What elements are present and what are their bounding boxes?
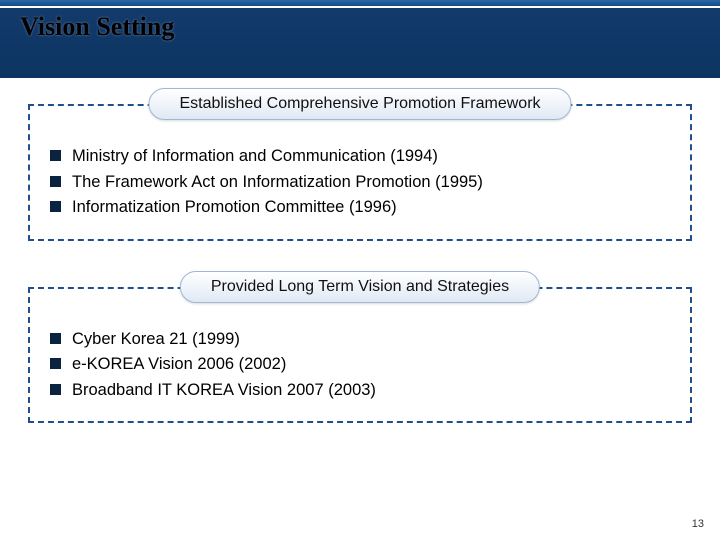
- slide-title: Vision Setting: [20, 12, 174, 42]
- list-item: Cyber Korea 21 (1999): [50, 327, 670, 353]
- section-2: Provided Long Term Vision and Strategies…: [28, 287, 692, 424]
- list-item: e-KOREA Vision 2006 (2002): [50, 352, 670, 378]
- section-2-list: Cyber Korea 21 (1999) e-KOREA Vision 200…: [50, 327, 670, 404]
- section-1: Established Comprehensive Promotion Fram…: [28, 104, 692, 241]
- list-item: The Framework Act on Informatization Pro…: [50, 170, 670, 196]
- list-item: Ministry of Information and Communicatio…: [50, 144, 670, 170]
- header-band: Vision Setting: [0, 0, 720, 78]
- section-2-box: Provided Long Term Vision and Strategies…: [28, 287, 692, 424]
- list-item: Informatization Promotion Committee (199…: [50, 195, 670, 221]
- section-1-list: Ministry of Information and Communicatio…: [50, 144, 670, 221]
- list-item: Broadband IT KOREA Vision 2007 (2003): [50, 378, 670, 404]
- section-1-box: Established Comprehensive Promotion Fram…: [28, 104, 692, 241]
- section-1-heading: Established Comprehensive Promotion Fram…: [148, 88, 571, 120]
- page-number: 13: [692, 518, 704, 530]
- section-2-heading: Provided Long Term Vision and Strategies: [180, 271, 540, 303]
